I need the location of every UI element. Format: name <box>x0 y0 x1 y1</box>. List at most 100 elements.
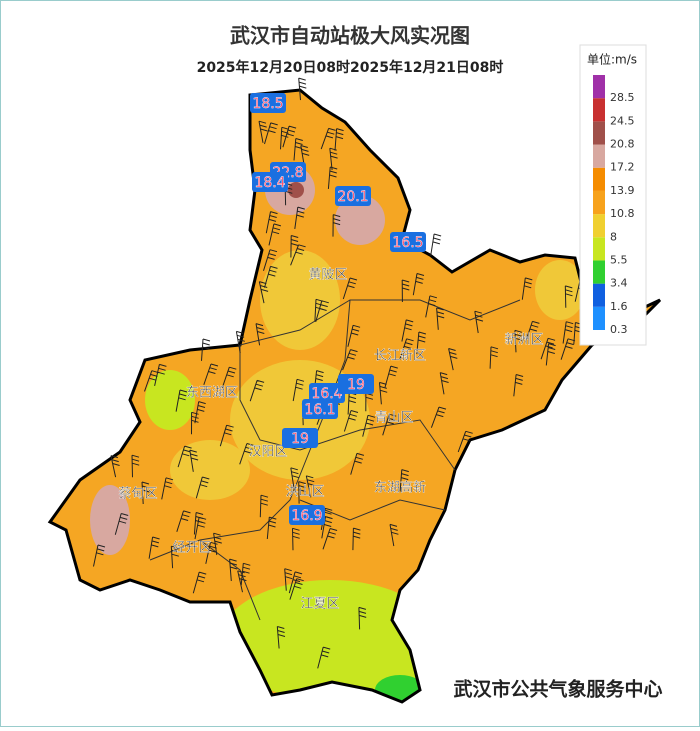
legend-level: 10.8 <box>610 207 635 220</box>
station-box <box>338 374 374 394</box>
wind-barb <box>540 337 556 360</box>
wind-barb <box>314 298 324 322</box>
wind-barb <box>382 413 397 436</box>
wind-barb <box>352 527 361 551</box>
wind-barb <box>195 476 210 499</box>
station-value: 16.9 <box>291 508 322 524</box>
district-label: 经开区 <box>172 541 211 556</box>
wind-barb <box>564 285 573 308</box>
wind-barb <box>300 145 310 168</box>
wind-barb <box>175 389 188 412</box>
legend-level: 5.5 <box>610 253 628 266</box>
station-box <box>282 428 318 448</box>
station-value: 16.5 <box>392 235 423 251</box>
district-label: 新洲区 <box>504 332 543 348</box>
legend-swatch <box>593 144 605 168</box>
legend-swatch <box>593 98 605 122</box>
wind-barb <box>154 363 167 387</box>
title: 武汉市自动站极大风实况图 <box>230 24 470 48</box>
wind-barb <box>489 346 499 369</box>
station-value: 16.1 <box>304 402 335 418</box>
station-box <box>250 93 286 113</box>
wind-barb <box>305 475 316 498</box>
wind-barb <box>322 528 338 550</box>
district-label: 江夏区 <box>300 597 339 612</box>
wind-barb <box>177 445 192 468</box>
wind-barb <box>430 406 447 428</box>
wind-barb <box>264 265 278 288</box>
legend-level: 8 <box>610 230 617 243</box>
wind-barb <box>170 545 179 569</box>
wind-barb <box>141 481 150 505</box>
legend-level: 13.9 <box>610 184 635 197</box>
wind-barb <box>284 568 293 591</box>
legend-swatch <box>593 214 605 238</box>
wind-barb <box>93 544 106 567</box>
wind-barb <box>193 512 204 535</box>
legend-swatch <box>593 237 605 261</box>
wind-barb <box>290 244 306 266</box>
wind-barb <box>298 77 307 101</box>
station-value: 19 <box>291 431 309 447</box>
wind-barb <box>317 646 331 669</box>
wind-barb <box>288 571 303 594</box>
wind-barb <box>416 331 427 354</box>
station-box <box>302 399 338 419</box>
wind-barb <box>401 279 410 303</box>
wind-barb <box>290 235 299 258</box>
district-label: 洪山区 <box>285 485 324 500</box>
wind-barb <box>264 122 278 145</box>
wind-barb <box>239 443 255 465</box>
wind-barb <box>258 120 268 143</box>
legend-level: 1.6 <box>610 300 628 313</box>
wind-barb <box>320 127 336 150</box>
legend-level: 28.5 <box>610 91 635 104</box>
wind-barb <box>235 330 245 354</box>
wind-barb <box>161 477 174 500</box>
wind-barb <box>560 338 576 360</box>
wind-barb <box>545 343 556 366</box>
wind-barb <box>425 295 438 318</box>
wind-barb <box>191 411 199 435</box>
wind-barb <box>342 277 358 300</box>
wind-barb <box>284 182 293 206</box>
station-value: 16.4 <box>311 386 342 402</box>
legend-level: 24.5 <box>610 114 635 127</box>
wind-barb <box>229 558 238 582</box>
district-label: 东西湖区 <box>186 386 238 401</box>
wind-barb <box>334 128 344 151</box>
wind-barb <box>148 536 160 559</box>
wind-barb <box>290 467 300 490</box>
station-value: 20.1 <box>337 189 368 205</box>
wind-barb <box>266 516 277 540</box>
wind-barb <box>221 366 237 389</box>
legend-unit: 单位:m/s <box>587 52 637 67</box>
wind-barb <box>358 606 367 630</box>
wind-barb <box>436 307 445 330</box>
station-box <box>390 232 426 252</box>
wind-barb <box>457 430 473 453</box>
wind-barb <box>525 320 540 343</box>
wind-barb <box>521 277 533 300</box>
wind-barb <box>389 523 399 547</box>
legend-swatch <box>593 260 605 284</box>
wind-barb <box>327 166 338 189</box>
wind-barb <box>292 527 300 551</box>
legend-swatch <box>593 75 605 99</box>
station-box <box>289 505 325 525</box>
wind-barb <box>240 562 251 586</box>
wind-barb <box>401 319 414 342</box>
district-label: 长江新区 <box>374 348 426 364</box>
wind-barb <box>144 370 159 392</box>
district-label: 汉阳区 <box>248 445 287 460</box>
district-label: 黄陂区 <box>308 267 347 283</box>
wind-barb <box>399 469 409 492</box>
legend-level: 0.3 <box>610 323 628 336</box>
station-value: 19 <box>347 377 365 393</box>
wind-barb <box>573 322 583 345</box>
wind-barb <box>329 147 338 171</box>
station-box <box>309 383 345 403</box>
